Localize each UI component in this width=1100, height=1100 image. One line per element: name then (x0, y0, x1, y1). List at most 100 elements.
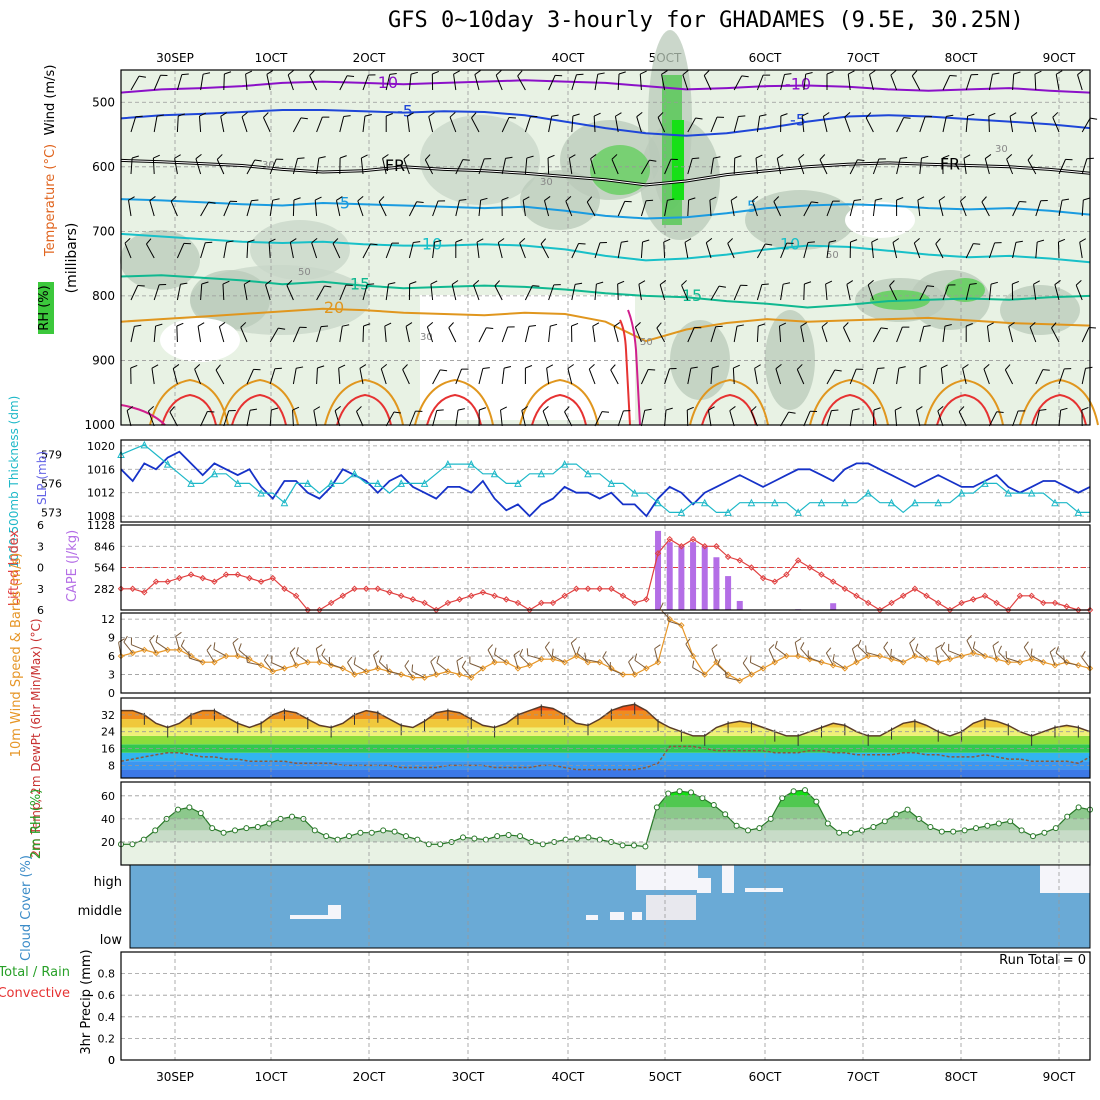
li-marker (386, 589, 393, 596)
wind-barb (960, 196, 967, 202)
wind-barb (1058, 238, 1066, 243)
rh-marker (938, 828, 945, 835)
wind-barb (169, 406, 175, 413)
li-marker (117, 585, 125, 592)
wind-barb (949, 75, 957, 77)
wind-barb (896, 117, 905, 133)
wind-speed-marker (584, 659, 592, 666)
wind-barb (986, 326, 990, 343)
wind-barb (663, 238, 671, 243)
wind-barb (432, 200, 439, 217)
wind-barb (473, 284, 480, 301)
thickness-marker (560, 459, 569, 468)
thickness-marker (747, 498, 756, 507)
wind-barb (386, 664, 389, 672)
wind-barb (123, 635, 128, 643)
wind-barb (220, 116, 225, 133)
wind-barb (750, 662, 764, 669)
wind-barb (1055, 646, 1059, 654)
li-marker (152, 578, 160, 585)
wind-barb (734, 155, 742, 159)
top-date-label: 1OCT (255, 51, 288, 65)
li-tick-label: 3 (37, 583, 44, 596)
wind-speed-marker (456, 671, 463, 678)
temperature-band (121, 769, 1090, 778)
wind-barb (754, 364, 761, 369)
isotherm-label: -10 (785, 74, 811, 93)
wind-barb (316, 326, 322, 343)
wind-barb (681, 280, 687, 286)
wind-barb (872, 409, 875, 427)
wind-barb (461, 660, 467, 668)
thickness-marker (841, 498, 849, 507)
wind-barb (710, 116, 718, 133)
wind-barb (1004, 364, 1011, 371)
wind-barb (430, 656, 437, 663)
li-marker (444, 599, 452, 607)
wind-barb (846, 280, 854, 285)
wind-barb (690, 366, 698, 369)
wind-barb (265, 284, 271, 301)
wind-barb (588, 364, 595, 370)
wind-barb (756, 325, 759, 343)
wind-barb (617, 242, 622, 259)
wind-speed-marker (281, 665, 288, 672)
rh-contour-label: 30 (420, 332, 433, 343)
wind-barb (784, 73, 792, 75)
wind-barb (761, 283, 769, 286)
wind-barb (424, 154, 431, 161)
wind-barb (130, 326, 135, 343)
wind-barb (378, 201, 387, 217)
wind-barb (1055, 652, 1067, 663)
wind-barb (448, 327, 457, 343)
rh-marker (745, 827, 751, 834)
wind-barb (357, 200, 364, 217)
wind-barb (1081, 327, 1090, 343)
wind-barb (1033, 280, 1040, 285)
wind-barb (988, 74, 993, 91)
wind-barb (315, 648, 320, 663)
wind-barb (894, 406, 902, 411)
wind-barb (917, 196, 925, 201)
thickness-marker (257, 488, 265, 497)
wind-barb (223, 410, 230, 427)
wind-barb (805, 71, 813, 75)
li-marker (619, 592, 627, 600)
li-marker (374, 585, 382, 592)
wind-barb (710, 158, 714, 175)
wind-barb (640, 200, 647, 217)
wind-barb (634, 653, 638, 661)
wind-barb (803, 201, 812, 217)
wind-barb (1057, 241, 1060, 259)
wind-speed-marker (339, 665, 347, 672)
wind-barb (263, 659, 274, 672)
wind-barb (657, 117, 666, 133)
wind-barb (708, 410, 712, 427)
wind-barb (170, 196, 177, 202)
wind-barb (246, 241, 249, 259)
wind-speed-marker (503, 659, 510, 666)
cape-bar (725, 576, 732, 610)
rh-marker (1018, 827, 1025, 834)
wind-barb (821, 326, 828, 343)
wind-barb (819, 154, 826, 160)
wind-barb (335, 200, 341, 217)
wind-barb (293, 197, 301, 201)
panel-li-frame (120, 524, 1091, 611)
wind-barb (654, 644, 661, 650)
wind-barb (592, 326, 596, 343)
panel-slp-frame (120, 439, 1091, 523)
wind-barb (126, 406, 134, 411)
wind-barb (564, 406, 570, 413)
wind-barb (546, 368, 550, 385)
wind-barb (245, 74, 248, 91)
wind-barb (432, 369, 441, 385)
wind-barb (426, 326, 434, 343)
rh-marker (152, 827, 159, 834)
wind-barb (586, 201, 596, 217)
wind-barb (1081, 117, 1091, 133)
li-marker (491, 592, 498, 600)
wind-barb (495, 74, 503, 91)
wind-barb (334, 410, 341, 427)
wind-barb (602, 651, 607, 658)
